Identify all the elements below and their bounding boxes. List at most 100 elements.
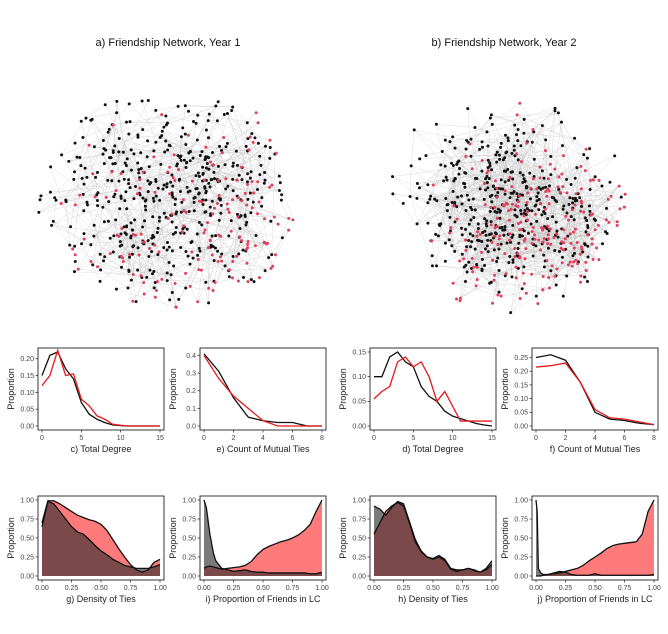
network-node-red (177, 168, 181, 172)
network-edge (124, 200, 168, 281)
network-edge (140, 240, 144, 276)
network-edge (524, 210, 557, 286)
network-node-black (511, 258, 515, 262)
network-node-black (111, 162, 115, 166)
network-edge (534, 155, 564, 160)
network-edge (205, 146, 266, 193)
network-node-black (470, 208, 474, 212)
network-edge (419, 180, 444, 189)
plot-area (535, 499, 655, 577)
network-node-black (568, 196, 572, 200)
network-edge (120, 169, 139, 174)
network-node-red (91, 172, 95, 176)
network-node-black (532, 157, 536, 161)
network-edge (585, 158, 588, 171)
network-node-red (490, 240, 494, 244)
network-node-black (436, 234, 440, 238)
network-edge (179, 136, 182, 158)
network-node-red (256, 121, 260, 125)
network-edge (179, 173, 204, 180)
network-node-red (524, 247, 528, 251)
network-edge (225, 146, 240, 176)
network-edge (223, 137, 280, 177)
network-node-black (412, 128, 416, 132)
network-edge (116, 101, 128, 159)
network-edge (129, 230, 133, 255)
network-edge (517, 114, 543, 126)
network-node-red (507, 218, 511, 222)
network-node-black (473, 176, 477, 180)
network-node-black (161, 187, 165, 191)
network-node-black (227, 275, 231, 279)
network-edge (197, 139, 208, 157)
network-edge (471, 207, 495, 269)
network-edge (38, 184, 85, 213)
network-node-black (195, 138, 199, 142)
network-edge (162, 131, 201, 156)
network-node-black (234, 149, 238, 153)
network-node-red (597, 178, 601, 182)
network-node-black (179, 135, 183, 139)
network-node-black (136, 135, 140, 139)
network-node-black (102, 220, 106, 224)
network-node-red (168, 192, 172, 196)
network-node-red (171, 176, 175, 180)
network-edge (240, 215, 256, 246)
network-node-red (156, 280, 160, 284)
network-edge (430, 136, 453, 197)
network-node-black (525, 207, 529, 211)
network-edge (606, 208, 618, 226)
network-node-black (173, 197, 177, 201)
network-node-black (508, 196, 512, 200)
network-node-black (162, 246, 166, 250)
network-node-black (557, 187, 561, 191)
network-edge (103, 148, 141, 153)
network-node-red (211, 212, 215, 216)
network-edge (65, 199, 70, 246)
network-node-black (205, 161, 209, 165)
network-edge (179, 113, 228, 158)
network-edge (113, 208, 120, 236)
network-node-red (240, 199, 244, 203)
network-edge (556, 227, 588, 232)
network-edge (532, 129, 590, 206)
network-edge (178, 286, 191, 300)
y-tick-label: 0.15 (352, 349, 366, 356)
network-edge (158, 251, 174, 267)
network-node-black (196, 171, 200, 175)
network-node-black (518, 235, 522, 239)
network-node-black (535, 219, 539, 223)
network-node-red (166, 217, 170, 221)
network-edge (199, 211, 207, 249)
network-node-black (180, 200, 184, 204)
network-node-black (544, 185, 548, 189)
network-node-red (503, 189, 507, 193)
network-node-red (526, 191, 530, 195)
network-edge (174, 204, 182, 213)
network-edge (205, 147, 248, 152)
network-node-black (188, 150, 192, 154)
network-edge (131, 250, 173, 281)
network-node-black (503, 133, 507, 137)
network-node-black (499, 145, 503, 149)
network-node-black (249, 278, 253, 282)
network-edge (102, 180, 108, 208)
network-edge (208, 240, 211, 289)
network-node-red (615, 223, 619, 227)
network-node-black (110, 179, 114, 183)
x-tick-label: 0.75 (618, 585, 632, 592)
x-tick-label: 1.00 (485, 585, 499, 592)
plot-area (535, 354, 655, 426)
network-edge (137, 251, 160, 271)
network-node-black (96, 204, 100, 208)
network-node-red (119, 254, 123, 258)
network-node-red (558, 191, 562, 195)
network-edge (449, 141, 488, 173)
x-tick-label: 0.75 (286, 585, 300, 592)
network-node-black (162, 125, 166, 129)
network-edge (207, 163, 226, 189)
network-node-black (391, 192, 395, 196)
network-edge (142, 226, 205, 234)
network-edge (85, 104, 106, 119)
network-edge (210, 179, 241, 229)
